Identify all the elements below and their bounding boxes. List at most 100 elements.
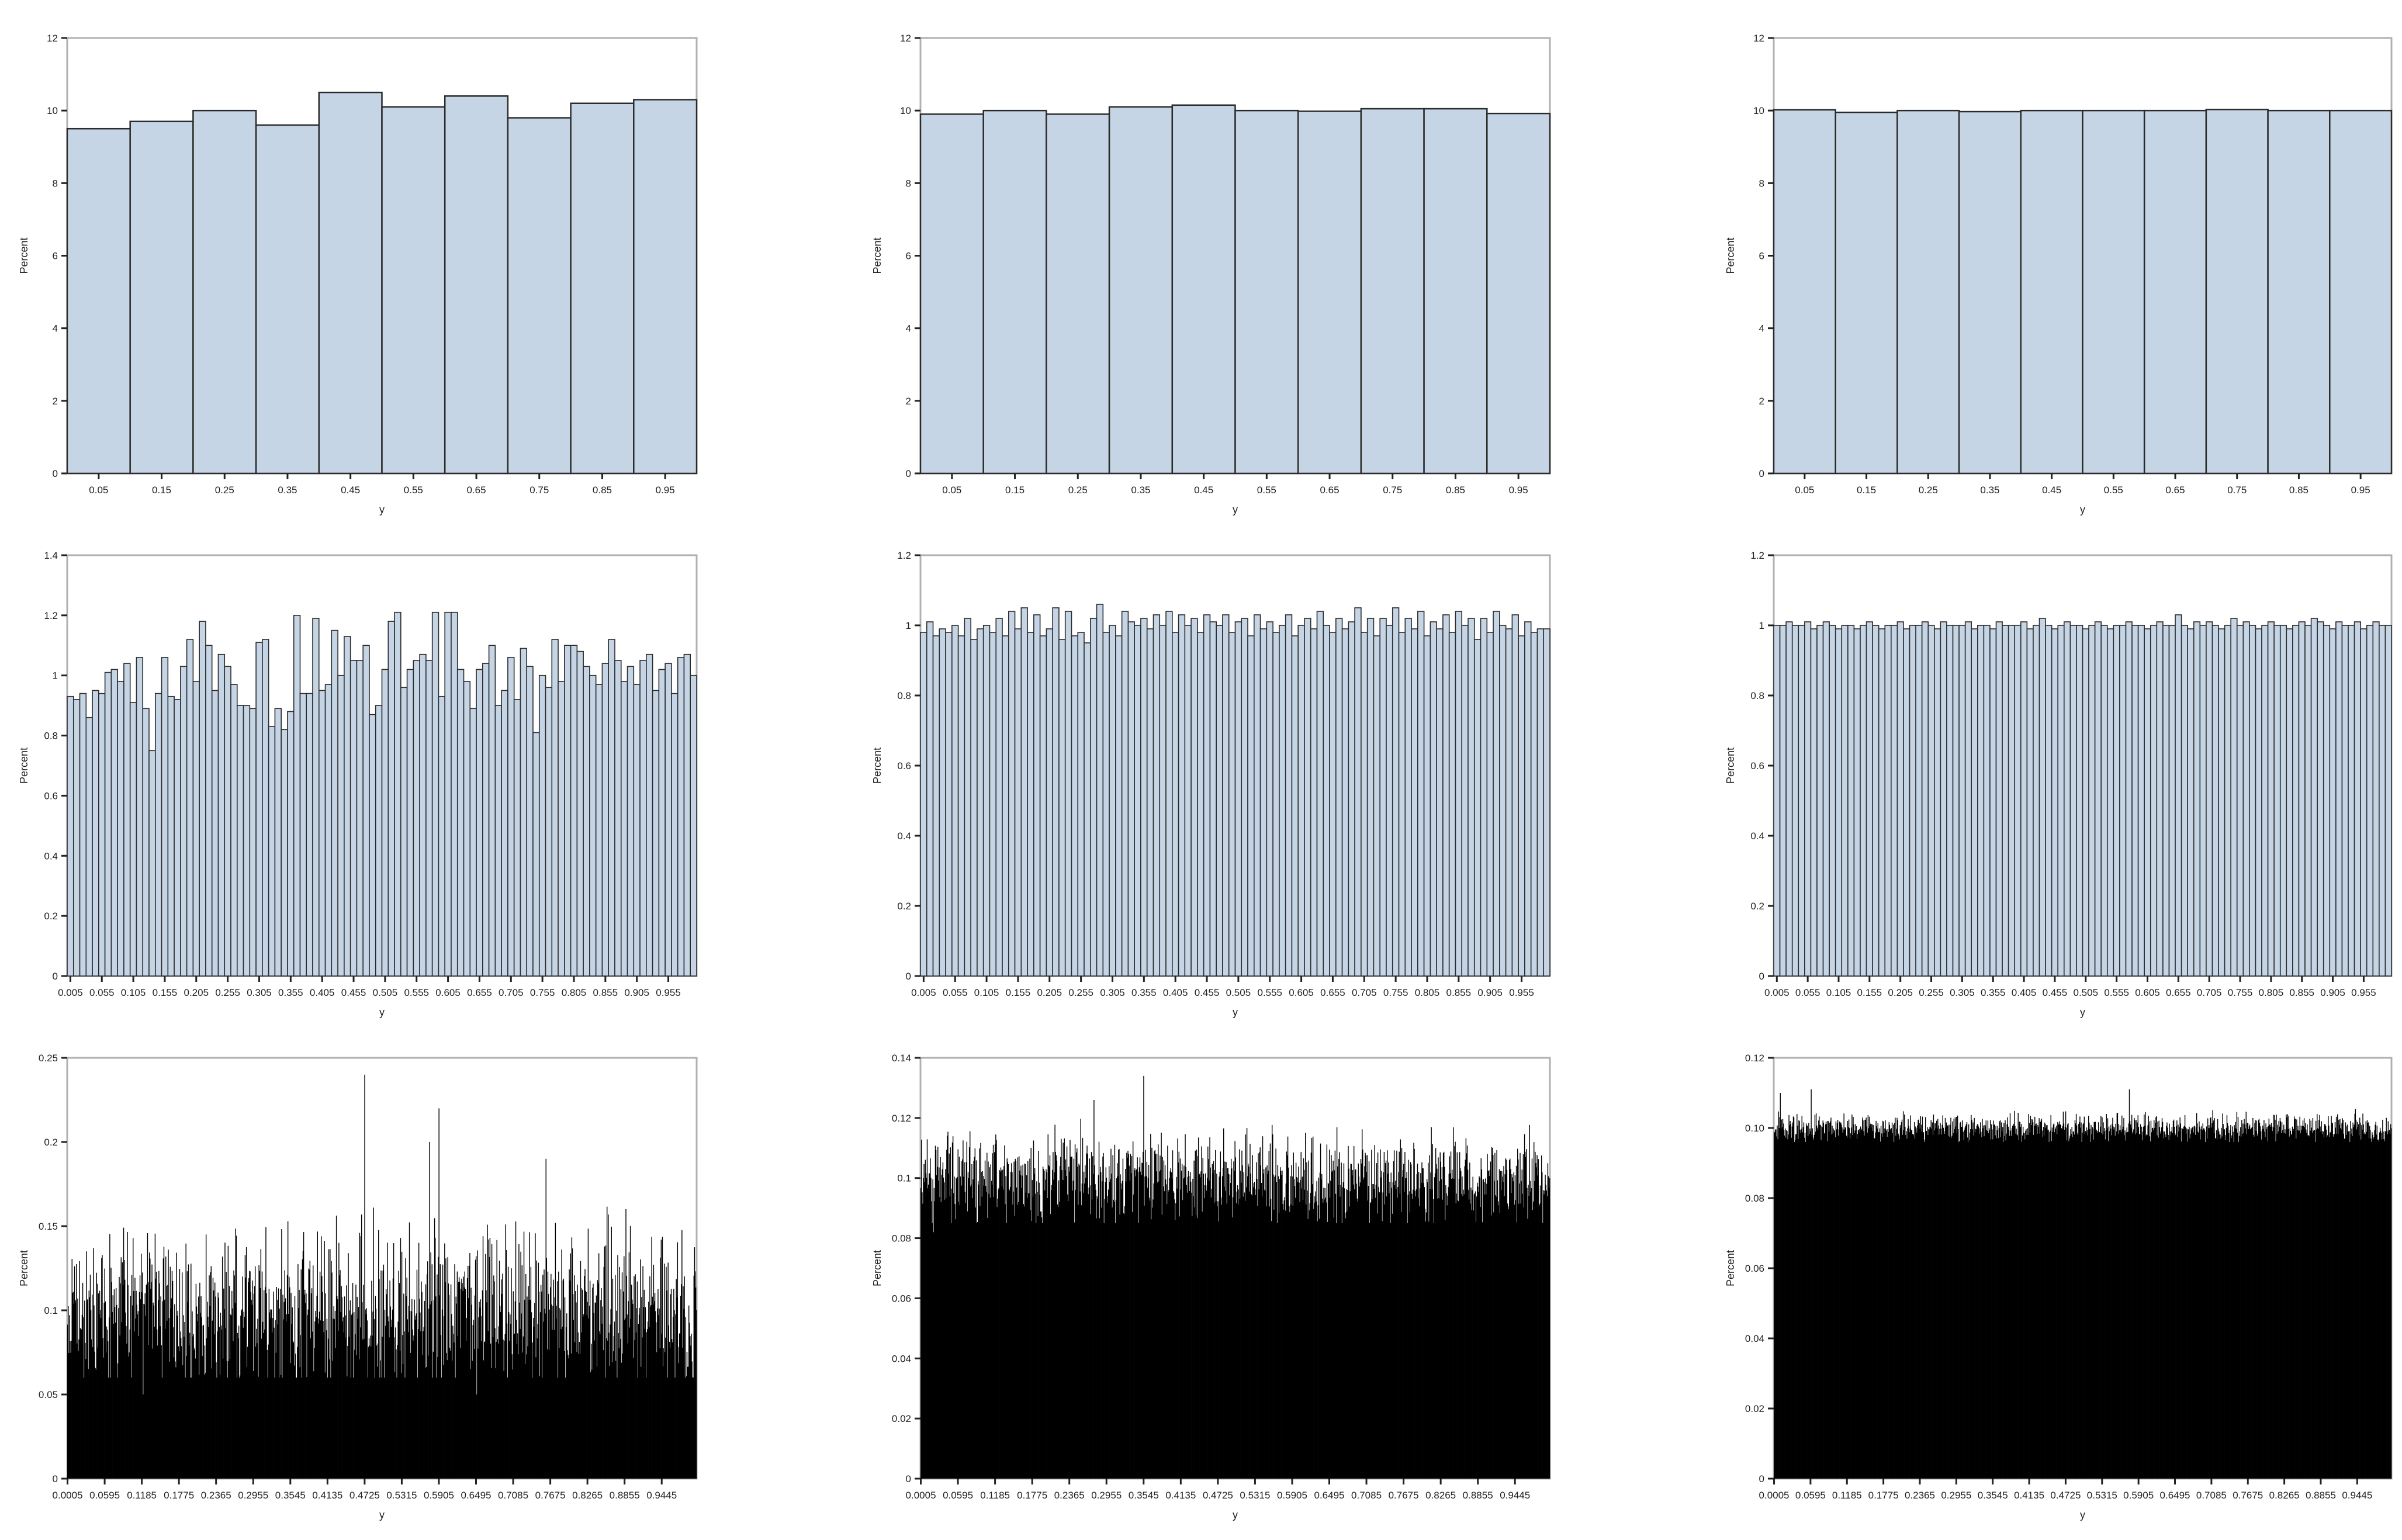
histogram-bar xyxy=(178,1346,179,1479)
histogram-bar xyxy=(2102,1134,2103,1479)
histogram-bar xyxy=(2096,1131,2098,1479)
histogram-bar xyxy=(479,1307,480,1479)
histogram-bar xyxy=(489,1257,490,1479)
histogram-bar xyxy=(414,1319,416,1479)
histogram-bar xyxy=(494,1328,496,1479)
histogram-bar xyxy=(1279,1179,1280,1479)
histogram-bar xyxy=(939,1197,940,1479)
histogram-bar xyxy=(1068,1167,1070,1479)
histogram-bar xyxy=(400,1238,402,1479)
histogram-bar xyxy=(579,1342,580,1479)
histogram-bar xyxy=(598,1253,600,1479)
histogram-bar xyxy=(2065,1111,2067,1479)
histogram-bar xyxy=(529,1232,530,1479)
histogram-bar xyxy=(488,645,496,977)
histogram-bar xyxy=(91,1339,92,1479)
histogram-bar xyxy=(2360,1122,2361,1479)
histogram-bar xyxy=(344,1296,345,1479)
histogram-bar xyxy=(172,1281,174,1479)
histogram-bar xyxy=(1830,1117,1832,1479)
histogram-bar xyxy=(237,1333,238,1479)
histogram-bar xyxy=(195,1358,196,1479)
histogram-bar xyxy=(1958,1141,1960,1479)
histogram-bar xyxy=(1155,1171,1157,1479)
x-tick-label: 0.955 xyxy=(1509,987,1534,998)
histogram-bar xyxy=(1266,621,1273,977)
bars xyxy=(1774,1089,2392,1479)
histogram-bar xyxy=(164,1299,165,1479)
x-tick-label: 0.8265 xyxy=(1425,1490,1456,1501)
histogram-bar xyxy=(1363,1177,1365,1479)
histogram-bar xyxy=(1404,1152,1406,1479)
histogram-bar xyxy=(1801,1129,1802,1479)
histogram-bar xyxy=(1829,625,1836,977)
histogram-bar xyxy=(1110,1148,1112,1479)
histogram-bar xyxy=(2086,1130,2088,1479)
histogram-bar xyxy=(109,1234,110,1479)
y-tick-label: 0.2 xyxy=(44,911,58,922)
histogram-bar xyxy=(2359,1117,2361,1479)
x-tick-label: 0.3545 xyxy=(1129,1490,1159,1501)
histogram-bar xyxy=(1417,611,1425,977)
histogram-bar xyxy=(2117,1123,2119,1479)
histogram-bar xyxy=(230,1314,231,1479)
histogram-bar xyxy=(1082,1137,1084,1479)
histogram-bar xyxy=(513,699,521,977)
histogram-bar xyxy=(101,1258,102,1479)
bars xyxy=(920,1075,1550,1479)
histogram-bar xyxy=(995,618,1003,977)
histogram-bar xyxy=(2198,1133,2199,1479)
histogram-bar xyxy=(2162,1122,2164,1479)
histogram-bar xyxy=(221,1257,223,1479)
histogram-bar xyxy=(546,1349,548,1479)
histogram-bar xyxy=(431,1301,432,1479)
x-tick-label: 0.405 xyxy=(2012,987,2037,998)
histogram-bar xyxy=(2217,1119,2218,1479)
histogram-bar xyxy=(995,1134,996,1479)
histogram-bar xyxy=(1861,1130,1863,1479)
histogram-bar xyxy=(1387,1174,1389,1479)
histogram-bar xyxy=(1536,628,1545,977)
histogram-bar xyxy=(67,1324,68,1479)
histogram-bar xyxy=(1138,1223,1140,1479)
histogram-bar xyxy=(2182,1129,2183,1479)
histogram-bar xyxy=(2356,1122,2358,1479)
histogram-bar xyxy=(1268,1171,1269,1479)
histogram-bar xyxy=(536,1260,537,1479)
histogram-bar xyxy=(656,1352,657,1479)
histogram-bar xyxy=(2029,1123,2030,1479)
x-axis: 0.0005 0.0595 0.1185 0.1775 0.2365 0.2955 0.35… xyxy=(906,1479,1530,1501)
histogram-bar xyxy=(2127,1132,2128,1479)
histogram-bar xyxy=(1493,611,1500,977)
histogram-bar xyxy=(2269,1124,2271,1479)
histogram-bar xyxy=(607,1340,608,1479)
histogram-bar xyxy=(549,1309,551,1479)
histogram-bar xyxy=(480,1341,482,1479)
histogram-bar xyxy=(940,1202,942,1479)
x-tick-label: 0.4725 xyxy=(2050,1490,2081,1501)
histogram-bar xyxy=(397,1321,399,1479)
histogram-bar xyxy=(504,1334,506,1479)
histogram-bar xyxy=(1400,1139,1401,1479)
histogram-bar xyxy=(1036,1181,1037,1479)
histogram-bar xyxy=(971,1164,972,1479)
histogram-bar xyxy=(225,1328,226,1479)
histogram-bar xyxy=(1969,1140,1970,1479)
x-tick-label: 0.85 xyxy=(593,485,612,496)
histogram-bar xyxy=(1242,1196,1244,1479)
histogram-bar xyxy=(1445,1185,1446,1479)
histogram-bar xyxy=(1020,607,1028,977)
histogram-bar xyxy=(133,1291,134,1479)
histogram-bar xyxy=(1348,621,1355,977)
histogram-bar xyxy=(1295,1198,1296,1479)
histogram-bar xyxy=(926,1178,927,1479)
histogram-bar xyxy=(1361,632,1368,977)
histogram-bar xyxy=(1315,1191,1316,1479)
histogram-bar xyxy=(1434,1177,1435,1479)
y-axis: 00.020.040.060.080.100.12 xyxy=(1745,1053,1774,1484)
histogram-bar xyxy=(1955,1117,1957,1479)
histogram-bar xyxy=(1870,1123,1871,1479)
histogram-bar xyxy=(992,1144,994,1479)
